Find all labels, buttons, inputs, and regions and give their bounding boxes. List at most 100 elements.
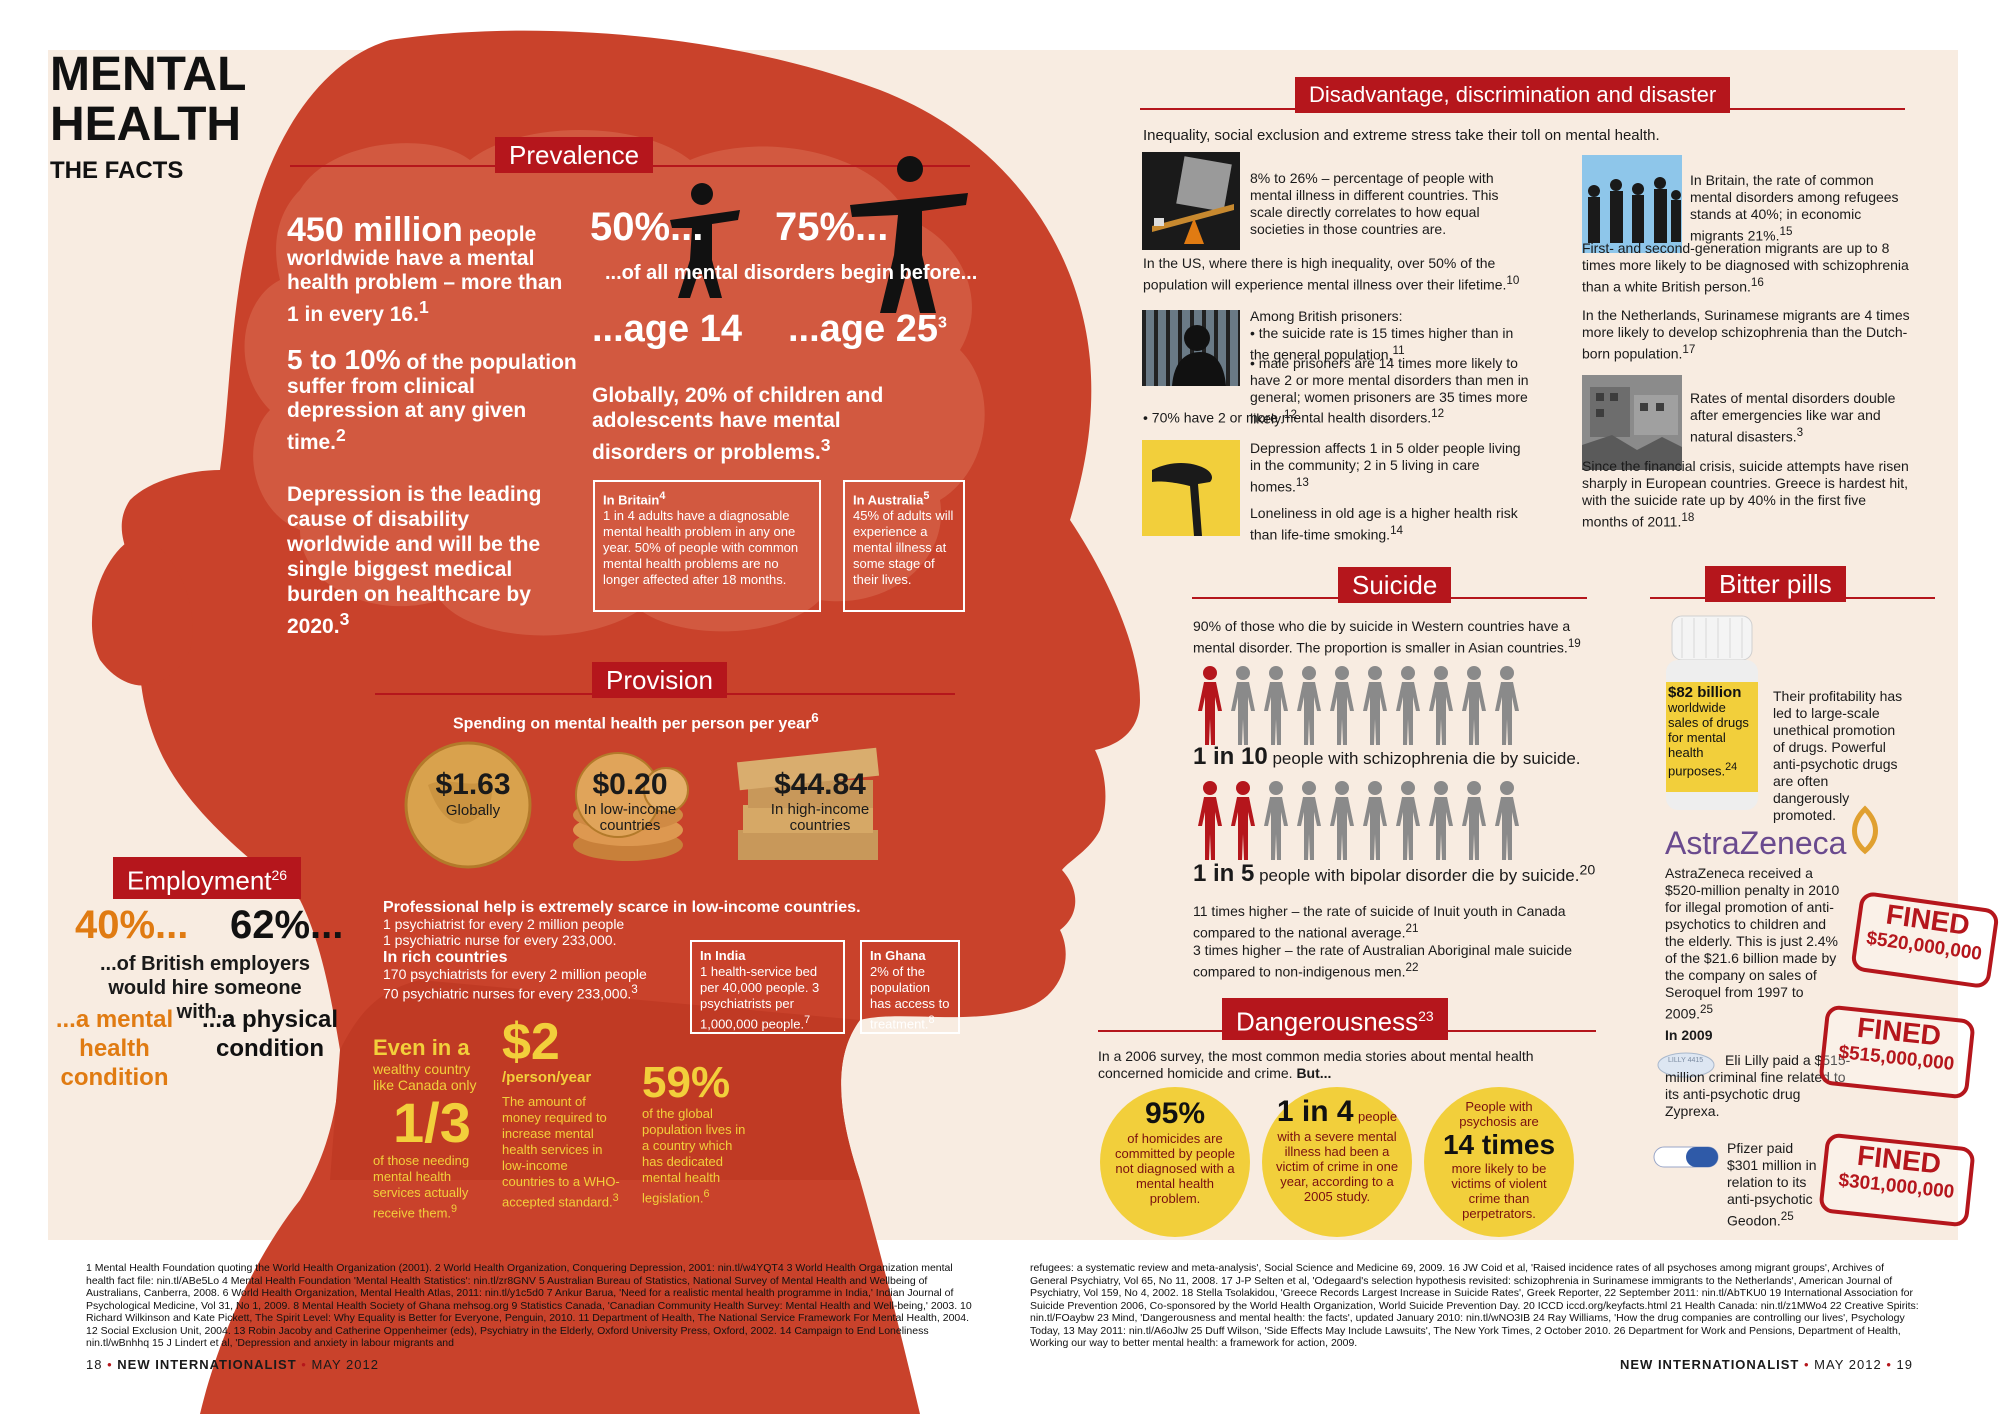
prisoner-photo-icon [1142,310,1240,386]
lilly-text: Eli Lilly paid a $515-million criminal f… [1665,1052,1851,1119]
ref: 11 [1392,344,1405,357]
ref: 7 [804,1014,811,1026]
britain-body: 1 in 4 adults have a diagnosable mental … [603,508,799,588]
az-text-wrap: AstraZeneca received a $520-million pena… [1665,865,1845,1023]
ref: 9 [451,1203,458,1215]
danger-circle-3: People with psychosis are 14 times more … [1424,1087,1574,1237]
dis-r1-wrap: In Britain, the rate of common mental di… [1690,172,1905,245]
age25-text: ...age 25 [788,308,938,350]
dis-r1b-wrap: First- and second-generation migrants ar… [1582,240,1912,296]
suicide-row2: 1 in 5 people with bipolar disorder die … [1193,860,1595,888]
person-figure-icon [1462,781,1486,860]
canada-a: Even in a [373,1035,470,1060]
dis-b3-2-wrap: Loneliness in old age is a higher health… [1250,505,1532,544]
danger-circle-2: 1 in 4 people with a severe mental illne… [1262,1087,1412,1237]
stat-depression: 5 to 10% of the population suffer from c… [287,346,577,455]
person-figure-icon [1330,666,1354,745]
stat-leading-cause: Depression is the leading cause of disab… [287,482,577,639]
person-figure-icon [1330,781,1354,860]
pfizer-pill-icon [1653,1146,1719,1168]
spending-title: Spending on mental health per person per… [453,710,819,733]
folio-left-date: MAY 2012 [311,1357,379,1372]
lilly-pill-text: LILLY 4415 [1668,1057,1704,1064]
ref: 6 [811,710,819,725]
person-figure-icon [1198,666,1222,745]
ref: 6 [703,1188,710,1200]
danger-circle-1: 95% of homicides are committed by people… [1100,1087,1250,1237]
provision-tab: Provision [592,662,727,698]
australia-body: 45% of adults will experience a mental i… [853,508,954,588]
suicide-row2-text: people with bipolar disorder die by suic… [1259,866,1580,885]
scarce-block: Professional help is extremely scarce in… [383,900,903,1002]
folio-left: 18 • NEW INTERNATIONALIST • MAY 2012 [86,1357,379,1372]
suicide-aboriginal: 3 times higher – the rate of Australian … [1193,941,1572,980]
person-figure-icon [1297,666,1321,745]
person-figure-icon [1462,666,1486,745]
astrazeneca-swirl-icon [1852,805,1878,855]
ref: 3 [937,314,947,332]
ref: 14 [1390,524,1404,537]
ref: 4 [659,490,666,502]
ref: 12 [1283,408,1297,421]
dis-b3-1-wrap: Depression affects 1 in 5 older people l… [1250,440,1532,496]
danger-c2-big: 1 in 4 [1276,1095,1354,1128]
person-figure-icon [1429,781,1453,860]
folio-left-mag: NEW INTERNATIONALIST [117,1357,297,1372]
stat-450m-big: 450 million [287,211,463,249]
pills-profit: Their profitability has led to large-sca… [1773,688,1903,823]
stat-depression-text: of the population suffer from clinical d… [287,351,577,454]
ref: 25 [1700,1003,1714,1016]
figure-adult-icon [850,156,968,313]
title-sub: THE FACTS [50,157,184,184]
two-dollar-block: $2 /person/year The amount of money requ… [502,1015,620,1210]
emp-40: 40%... [75,903,189,947]
folio-left-num: 18 [86,1357,103,1372]
ref: 3 [339,609,350,629]
australia-box: In Australia5 45% of adults will experie… [843,480,965,612]
coins-illustration [404,741,880,869]
person-figure-icon [1231,781,1255,860]
pills-tab: Bitter pills [1705,566,1846,602]
person-figure-icon [1495,666,1519,745]
suicide-figures-row1 [1198,666,1519,745]
ref: 12 [1431,407,1445,420]
figure-child-icon [670,183,740,298]
ref: 22 [1405,960,1419,974]
coin-low-value: $0.20 [592,768,668,801]
elderly-hand-icon [1142,440,1240,536]
canada-block: Even in a wealthy country like Canada on… [373,1035,493,1221]
dis-r1: In Britain, the rate of common mental di… [1690,172,1899,244]
australia-head: In Australia [853,492,924,508]
india-head: In India [700,948,746,963]
ref: 10 [1506,274,1520,287]
ghana-head: In Ghana [870,948,926,963]
person-figure-icon [1231,666,1255,745]
ref: 25 [1780,1210,1794,1223]
ref: 1 [418,297,429,317]
coin-high: $44.84 In high-income countries [750,768,890,834]
suicide-row1: 1 in 10 people with schizophrenia die by… [1193,743,1581,771]
pct59-block: 59% of the global population lives in a … [642,1060,754,1206]
prevalence-tab: Prevalence [495,137,654,173]
fined-stamp-2: FINED $515,000,000 [1818,1004,1976,1100]
coin-low-label: In low-income countries [583,801,677,834]
ref: 16 [1750,276,1764,289]
az-text: AstraZeneca received a $520-million pena… [1665,865,1840,1022]
stat-450m-text: people worldwide have a mental health pr… [287,223,563,326]
stat-leading-cause-text: Depression is the leading cause of disab… [287,483,542,638]
pct59-body: of the global population lives in a coun… [642,1106,746,1206]
folio-right-mag: NEW INTERNATIONALIST [1620,1357,1800,1372]
emp-mid: ...of British employers would hire someo… [99,953,311,1023]
fined-stamp-3: FINED $301,000,000 [1818,1132,1976,1228]
astrazeneca-logo-text: AstraZeneca [1665,825,1847,861]
suicide-intro: 90% of those who die by suicide in Weste… [1193,618,1571,656]
dis-b2-3: • 70% have 2 or more mental health disor… [1143,409,1432,426]
danger-c1-big: 95% [1144,1097,1206,1130]
lilly-pill-icon [1657,1052,1715,1078]
danger-c2-a: people [1358,1109,1398,1124]
dis-b1: 8% to 26% – percentage of people with me… [1250,170,1499,237]
person-figure-icon [1264,666,1288,745]
footnotes-left: 1 Mental Health Foundation quoting the W… [86,1262,972,1349]
suicide-inuit: 11 times higher – the rate of suicide of… [1193,903,1566,941]
